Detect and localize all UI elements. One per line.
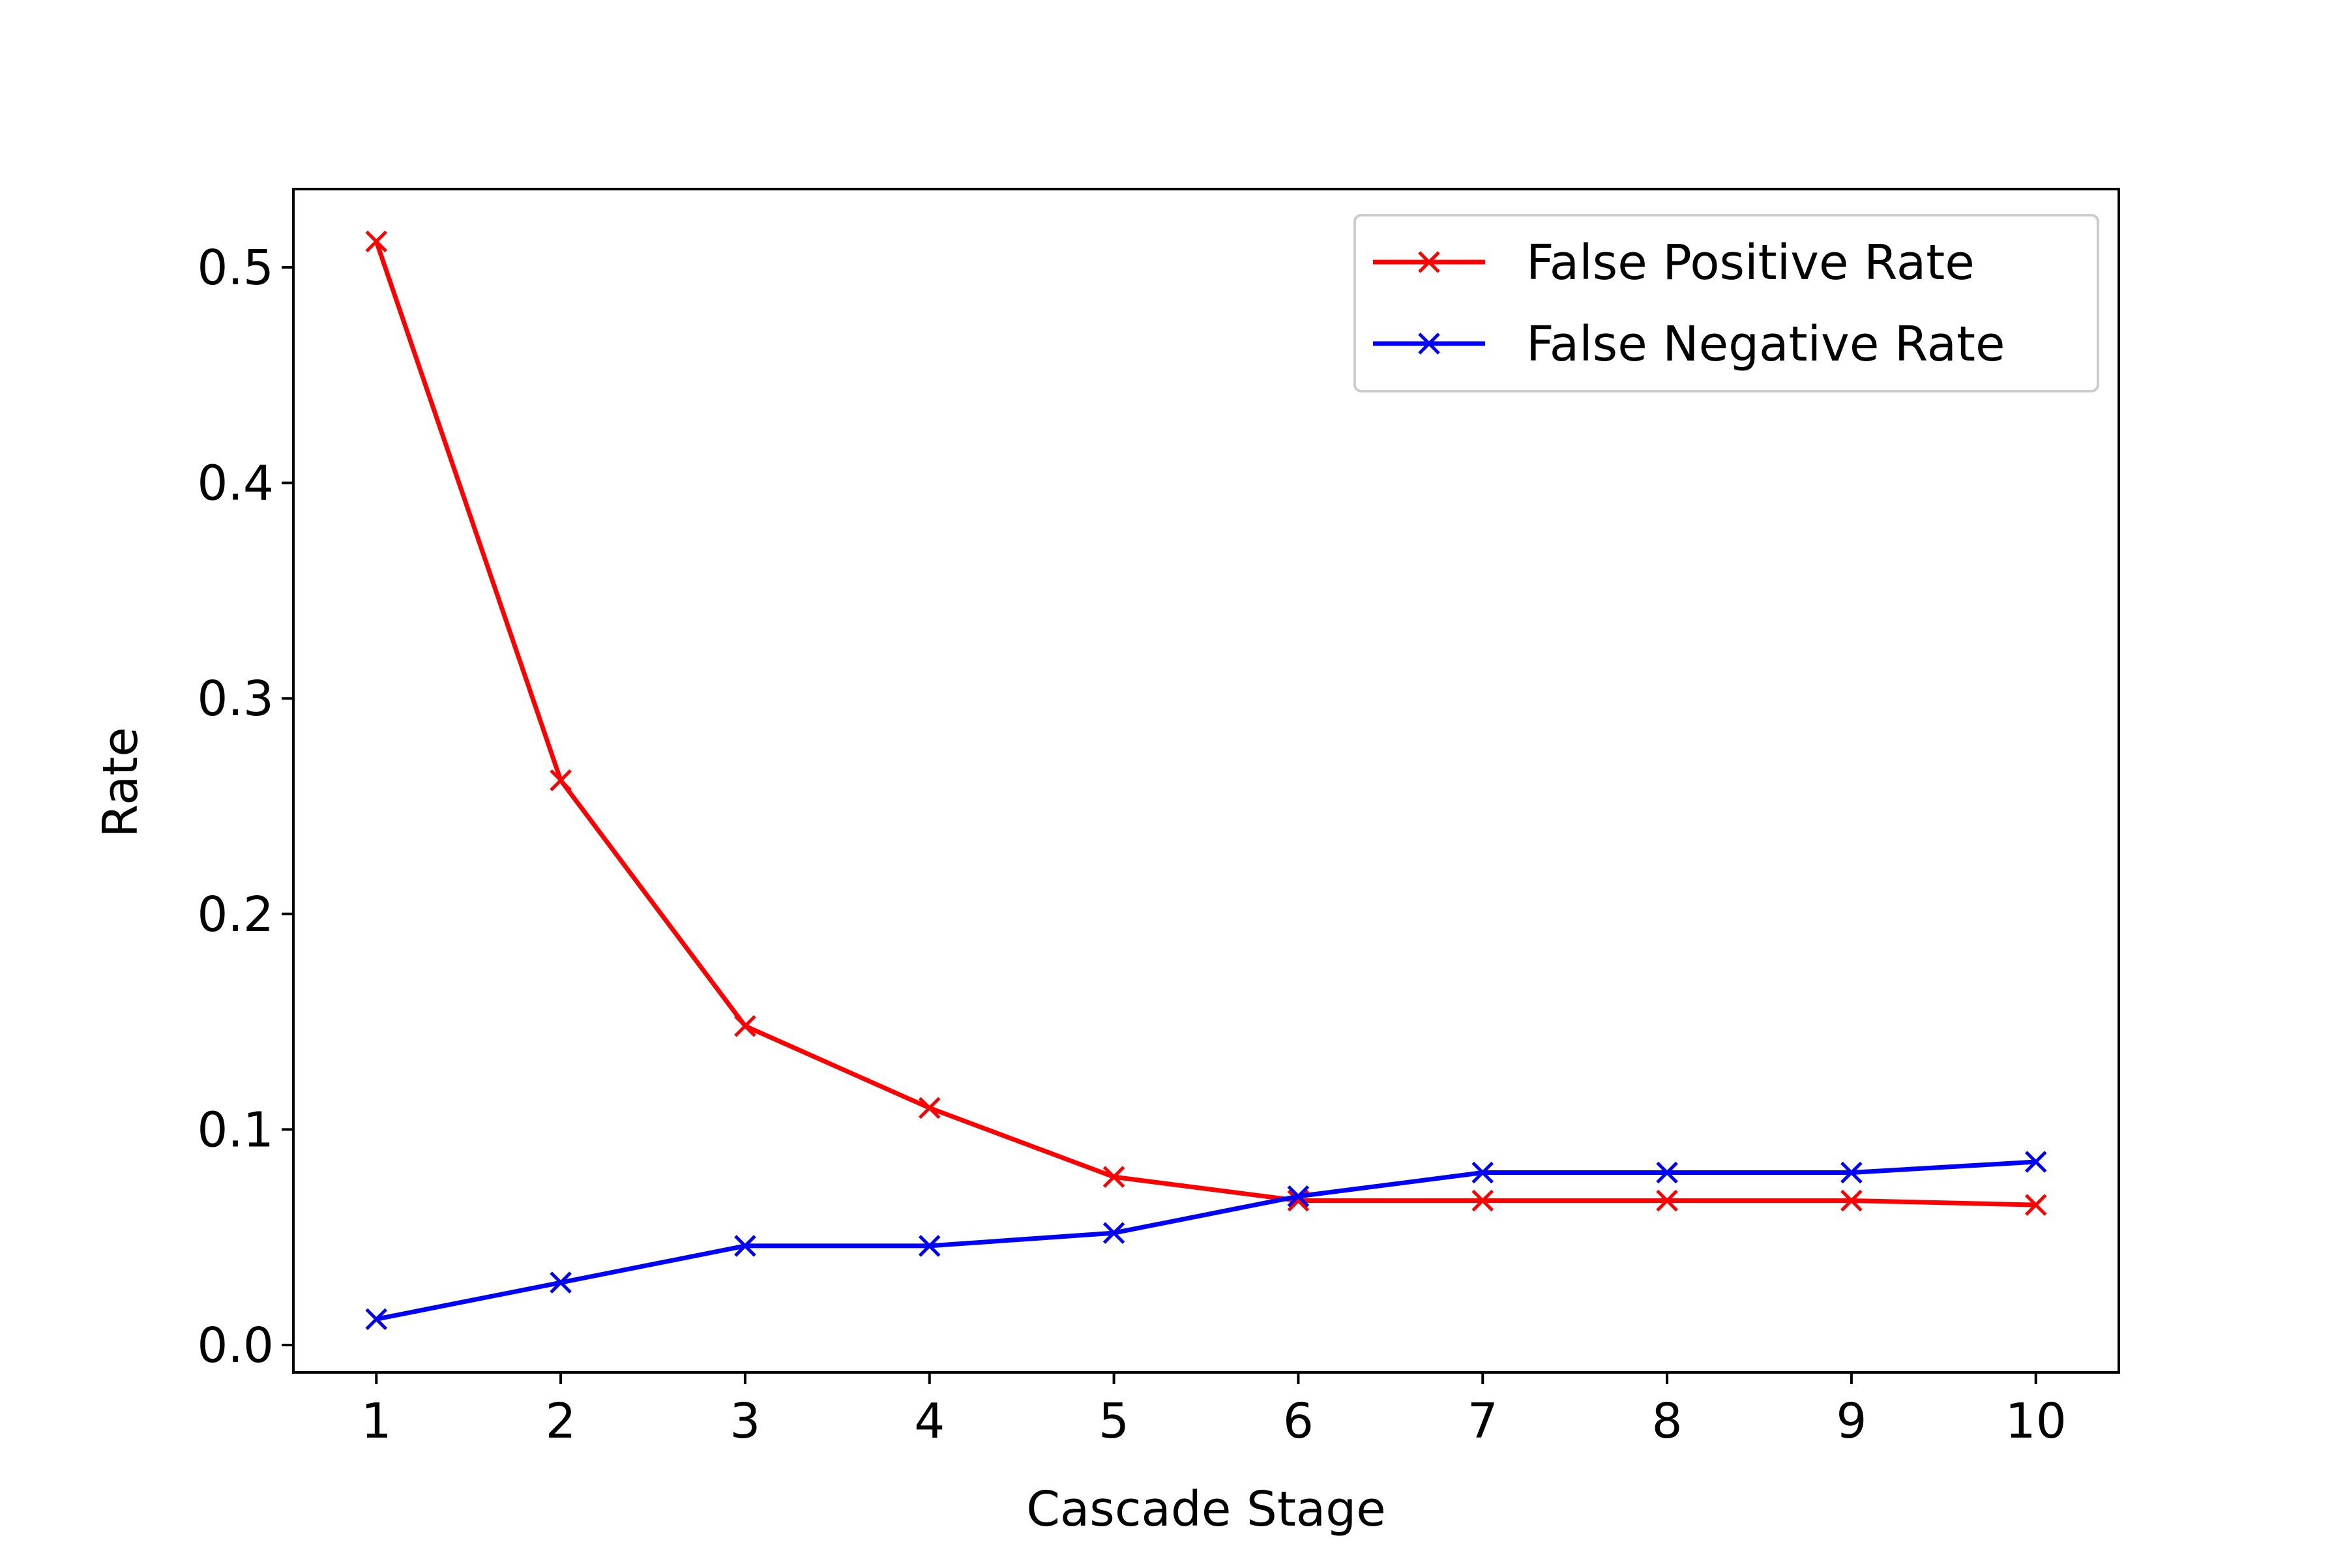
false-positive-rate-line [374,241,2036,1207]
false-negative-rate-line [376,1159,2036,1322]
legend: False Positive Rate False Negative Rate [1353,214,2099,392]
series-layer [365,230,2047,1331]
false-negative-rate-point [1656,1161,1678,1184]
false-negative-rate-point [1840,1161,1863,1184]
legend-entry-false-negative-rate: False Negative Rate [1373,316,2005,372]
false-positive-rate-point [550,769,572,791]
y-tick-label: 0.4 [197,456,274,512]
y-tick-label: 0.2 [197,887,274,943]
x-axis-label: Cascade Stage [1026,1481,1385,1537]
x-tick-label: 2 [546,1393,576,1449]
y-tick-label: 0.0 [197,1318,274,1374]
legend-label: False Positive Rate [1526,235,1975,291]
false-positive-rate-point [1471,1189,1494,1212]
false-positive-rate-point [734,1014,756,1037]
false-negative-rate-point [1102,1222,1125,1244]
false-positive-rate-point [1656,1189,1678,1212]
x-axis: 1 2 3 4 5 6 7 8 9 10 [361,1372,2067,1449]
false-negative-rate-point [1287,1185,1310,1207]
y-tick-label: 0.3 [197,671,274,727]
x-tick-label: 6 [1283,1393,1314,1449]
legend-frame [1353,214,2099,392]
x-tick-label: 4 [914,1393,945,1449]
y-axis: 0.0 0.1 0.2 0.3 0.4 0.5 [197,240,293,1374]
legend-marker [1418,251,1440,273]
false-negative-rate-point [365,1308,388,1331]
false-positive-rate-point [1102,1166,1125,1188]
false-positive-rate-point [365,230,388,253]
y-axis-label: Rate [93,727,149,838]
x-tick-label: 7 [1468,1393,1498,1449]
x-tick-label: 5 [1099,1393,1129,1449]
x-tick-label: 3 [730,1393,760,1449]
false-negative-rate-point [550,1271,572,1294]
false-positive-rate-point [2024,1194,2047,1216]
y-tick-label: 0.5 [197,240,274,296]
false-negative-rate-point [734,1235,756,1257]
legend-entry-false-positive-rate: False Positive Rate [1373,235,1975,291]
x-tick-label: 8 [1652,1393,1683,1449]
legend-marker [1418,333,1440,355]
legend-label: False Negative Rate [1526,316,2005,372]
false-negative-rate-point [1471,1161,1494,1184]
false-positive-rate-point [918,1097,941,1119]
false-negative-rate-point [918,1235,941,1257]
x-tick-label: 10 [2005,1393,2067,1449]
x-tick-label: 9 [1836,1393,1867,1449]
y-tick-label: 0.1 [197,1102,274,1158]
x-tick-label: 1 [361,1393,392,1449]
false-positive-rate-point [1840,1189,1863,1212]
false-negative-rate-point [2024,1151,2047,1173]
plot-frame [292,188,2120,1374]
